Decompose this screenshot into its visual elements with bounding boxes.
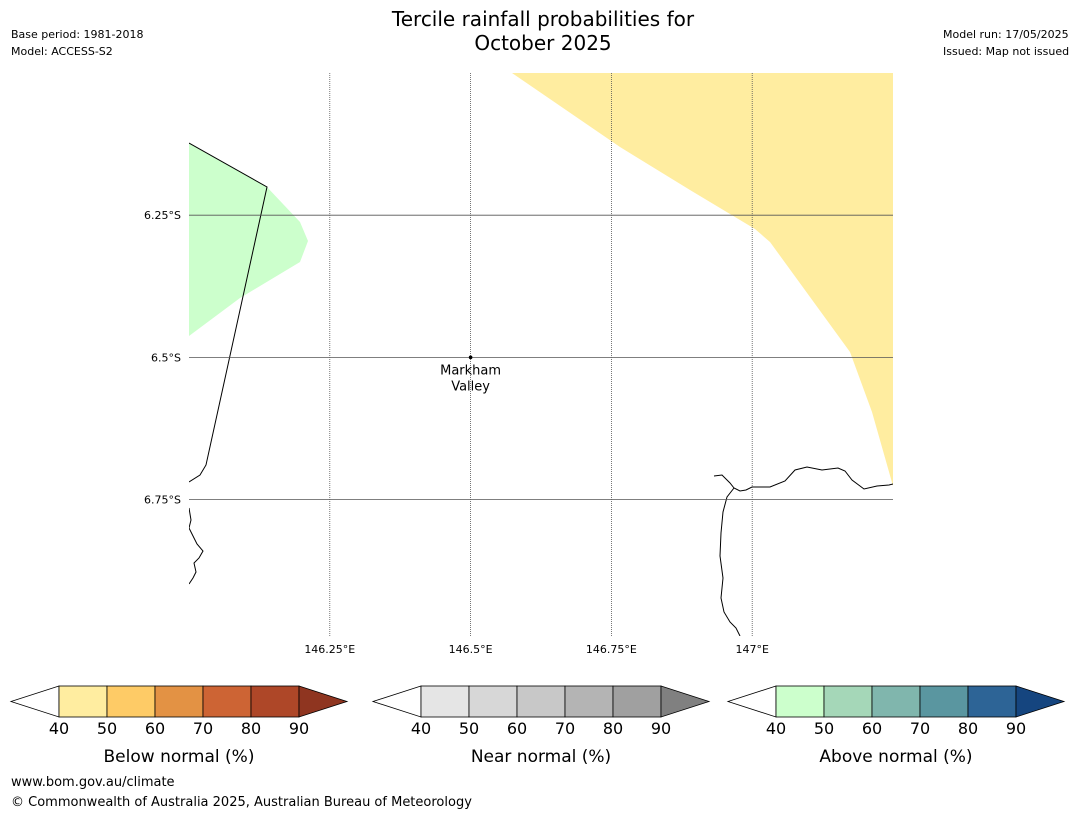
near-normal-segment xyxy=(564,685,614,718)
near-normal-segment xyxy=(612,685,662,718)
model-run-label: Model run: 17/05/2025 xyxy=(943,28,1069,41)
map-frame xyxy=(189,73,893,636)
below-normal-segment xyxy=(202,685,252,718)
lon-label: 146.25°E xyxy=(304,643,355,656)
latitude-gridlines xyxy=(189,214,893,500)
below-normal-tick-label: 50 xyxy=(97,719,117,738)
above-normal-segment xyxy=(919,685,969,718)
above-normal-colorbar: 40 50 60 70 80 90 Above normal (%) xyxy=(726,685,1066,767)
metadata-left: Base period: 1981-2018 Model: ACCESS-S2 xyxy=(11,26,143,60)
above-normal-region xyxy=(189,143,308,336)
base-period-label: Base period: 1981-2018 xyxy=(11,28,144,41)
below-normal-tick-label: 90 xyxy=(289,719,309,738)
below-normal-colorbar: 40 50 60 70 80 90 Below normal (%) xyxy=(9,685,349,767)
lat-label: 6.25°S xyxy=(144,209,181,222)
below-normal-segment xyxy=(250,685,300,718)
near-normal-segment xyxy=(516,685,566,718)
above-normal-colorbar-title: Above normal (%) xyxy=(819,747,972,767)
lon-label: 146.5°E xyxy=(449,643,493,656)
lon-label: 146.75°E xyxy=(586,643,637,656)
place-name-line1: Markham xyxy=(440,363,501,378)
near-normal-segment xyxy=(420,685,470,718)
near-normal-extend-low xyxy=(371,685,422,718)
near-normal-tick-label: 60 xyxy=(507,719,527,738)
above-normal-segment xyxy=(823,685,873,718)
near-normal-tick-label: 90 xyxy=(651,719,671,738)
above-normal-tick-label: 80 xyxy=(958,719,978,738)
above-normal-tick-label: 70 xyxy=(910,719,930,738)
below-normal-segment xyxy=(58,685,108,718)
map-title-line1: Tercile rainfall probabilities for xyxy=(391,7,695,31)
below-normal-segment xyxy=(106,685,156,718)
below-normal-tick-label: 60 xyxy=(145,719,165,738)
above-normal-tick-label: 60 xyxy=(862,719,882,738)
near-normal-tick-label: 50 xyxy=(459,719,479,738)
lat-label: 6.5°S xyxy=(151,351,181,364)
model-label: Model: ACCESS-S2 xyxy=(11,45,113,58)
below-normal-extend-high xyxy=(298,685,349,718)
below-normal-tick-label: 40 xyxy=(49,719,69,738)
above-normal-segment xyxy=(871,685,921,718)
place-marker xyxy=(468,355,473,360)
place-name-line2: Valley xyxy=(451,379,490,394)
above-normal-tick-label: 40 xyxy=(766,719,786,738)
coastline-east xyxy=(713,466,893,636)
map-title: Tercile rainfall probabilities for Octob… xyxy=(343,7,743,55)
coastline-west xyxy=(189,507,204,585)
near-normal-tick-label: 40 xyxy=(411,719,431,738)
above-normal-segment xyxy=(775,685,825,718)
metadata-right: Model run: 17/05/2025 Issued: Map not is… xyxy=(943,26,1069,60)
above-normal-extend-low xyxy=(726,685,777,718)
near-normal-extend-high xyxy=(660,685,711,718)
below-normal-extend-low xyxy=(9,685,60,718)
near-normal-tick-label: 80 xyxy=(603,719,623,738)
colorbar-legend: 40 50 60 70 80 90 Below normal (%) 40 50 60 70 80 90… xyxy=(9,685,1066,767)
near-normal-segment xyxy=(468,685,518,718)
below-normal-segment xyxy=(154,685,204,718)
footer-url: www.bom.gov.au/climate xyxy=(11,775,175,790)
issued-label: Issued: Map not issued xyxy=(943,45,1070,58)
above-normal-extend-high xyxy=(1015,685,1066,718)
below-normal-colorbar-title: Below normal (%) xyxy=(104,747,255,767)
near-normal-colorbar: 40 50 60 70 80 90 Near normal (%) xyxy=(371,685,711,767)
near-normal-tick-label: 70 xyxy=(555,719,575,738)
above-normal-tick-label: 50 xyxy=(814,719,834,738)
lat-label: 6.75°S xyxy=(144,494,181,507)
map-title-line2: October 2025 xyxy=(474,31,612,55)
lon-label: 147°E xyxy=(735,643,768,656)
below-normal-region xyxy=(512,73,893,486)
border-line xyxy=(189,142,268,483)
near-normal-colorbar-title: Near normal (%) xyxy=(471,747,611,767)
footer-copyright: © Commonwealth of Australia 2025, Austra… xyxy=(11,795,472,810)
above-normal-segment xyxy=(967,685,1017,718)
below-normal-tick-label: 80 xyxy=(241,719,261,738)
above-normal-tick-label: 90 xyxy=(1006,719,1026,738)
below-normal-tick-label: 70 xyxy=(193,719,213,738)
